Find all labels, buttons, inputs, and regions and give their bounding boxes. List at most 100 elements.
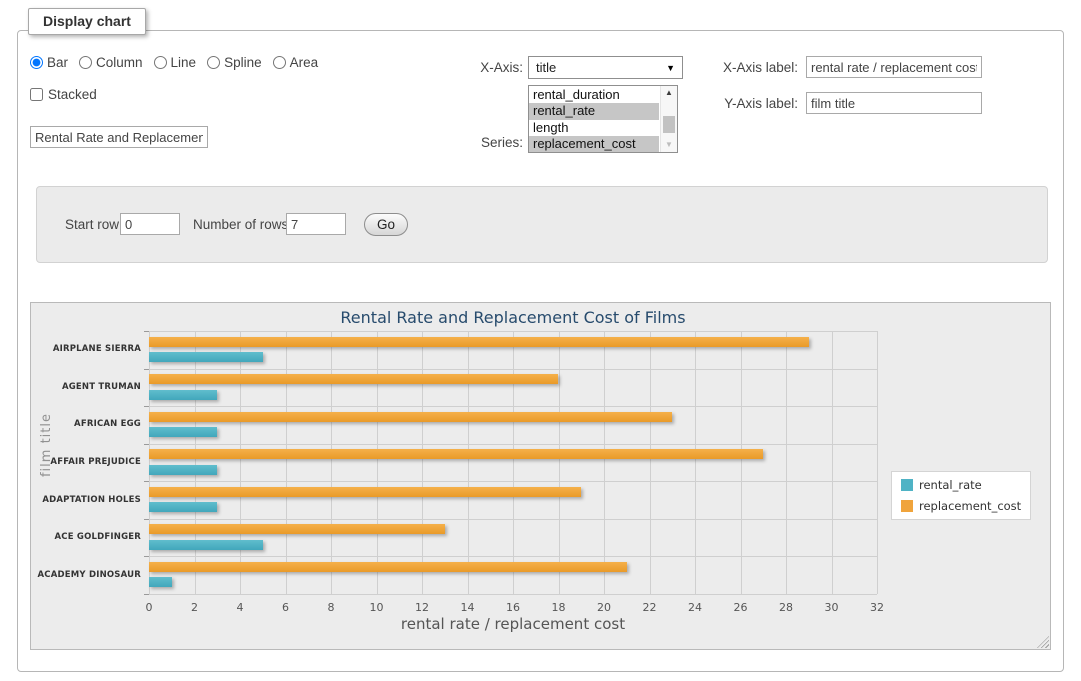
y-axis-tick <box>144 444 149 445</box>
chart-title: Rental Rate and Replacement Cost of Film… <box>149 308 877 327</box>
x-tick-label: 32 <box>860 601 894 614</box>
x-axis-label-field-label: X-Axis label: <box>712 60 798 75</box>
y-axis-tick <box>144 519 149 520</box>
bar-replacement_cost[interactable] <box>149 412 672 422</box>
chart-legend: rental_rate replacement_cost <box>891 471 1031 520</box>
gridline-vertical <box>377 331 378 594</box>
category-label: AFRICAN EGG <box>0 419 141 429</box>
gridline-vertical <box>468 331 469 594</box>
chart-type-radio-group: Bar Column Line Spline Area <box>30 55 318 70</box>
scroll-up-icon[interactable]: ▲ <box>661 86 677 100</box>
y-axis-label-field-label: Y-Axis label: <box>712 96 798 111</box>
x-tick-label: 2 <box>178 601 212 614</box>
bar-replacement_cost[interactable] <box>149 449 763 459</box>
x-tick-label: 14 <box>451 601 485 614</box>
x-tick-label: 30 <box>815 601 849 614</box>
series-list-label: Series: <box>430 135 523 150</box>
bar-rental_rate[interactable] <box>149 465 217 475</box>
scrollbar-thumb[interactable] <box>663 116 675 133</box>
chart-type-option-line[interactable]: Line <box>154 55 197 70</box>
series-option-rental_duration[interactable]: rental_duration <box>529 87 659 103</box>
gridline-vertical <box>195 331 196 594</box>
go-button[interactable]: Go <box>364 213 408 236</box>
y-axis-tick <box>144 331 149 332</box>
gridline-vertical <box>513 331 514 594</box>
chart-type-label: Bar <box>47 55 68 70</box>
x-tick-label: 6 <box>269 601 303 614</box>
gridline-horizontal <box>149 594 877 595</box>
legend-swatch-rental_rate <box>901 479 913 491</box>
gridline-vertical <box>832 331 833 594</box>
series-option-length[interactable]: length <box>529 120 659 136</box>
gridline-vertical <box>877 331 878 594</box>
resize-handle-icon[interactable] <box>1037 636 1049 648</box>
gridline-vertical <box>559 331 560 594</box>
gridline-vertical <box>604 331 605 594</box>
legend-label: replacement_cost <box>919 499 1021 513</box>
legend-swatch-replacement_cost <box>901 500 913 512</box>
x-axis-selected-value: title <box>536 60 556 75</box>
bar-rental_rate[interactable] <box>149 577 172 587</box>
x-tick-label: 4 <box>223 601 257 614</box>
x-axis-select[interactable]: title ▼ <box>528 56 683 79</box>
gridline-horizontal <box>149 444 877 445</box>
chart-type-label: Line <box>171 55 197 70</box>
series-option-rental_rate[interactable]: rental_rate <box>529 103 659 119</box>
bar-replacement_cost[interactable] <box>149 562 627 572</box>
bar-rental_rate[interactable] <box>149 502 217 512</box>
x-tick-label: 20 <box>587 601 621 614</box>
gridline-vertical <box>650 331 651 594</box>
legend-item-replacement_cost[interactable]: replacement_cost <box>901 499 1021 513</box>
series-option-replacement_cost[interactable]: replacement_cost <box>529 136 659 152</box>
gridline-vertical <box>695 331 696 594</box>
gridline-horizontal <box>149 481 877 482</box>
num-rows-input[interactable] <box>286 213 346 235</box>
bar-replacement_cost[interactable] <box>149 487 581 497</box>
bar-rental_rate[interactable] <box>149 352 263 362</box>
x-tick-label: 12 <box>405 601 439 614</box>
chart-type-option-area[interactable]: Area <box>273 55 319 70</box>
stacked-checkbox-row[interactable]: Stacked <box>30 87 97 102</box>
x-tick-label: 18 <box>542 601 576 614</box>
x-axis-select-label: X-Axis: <box>430 60 523 75</box>
gridline-horizontal <box>149 406 877 407</box>
x-tick-label: 22 <box>633 601 667 614</box>
gridline-horizontal <box>149 331 877 332</box>
listbox-scrollbar[interactable]: ▲ ▼ <box>660 86 677 152</box>
chart-x-axis-title: rental rate / replacement cost <box>149 615 877 633</box>
y-axis-tick <box>144 481 149 482</box>
category-label: AIRPLANE SIERRA <box>0 344 141 354</box>
stacked-label: Stacked <box>48 87 97 102</box>
gridline-horizontal <box>149 369 877 370</box>
y-axis-label-input[interactable] <box>806 92 982 114</box>
bar-rental_rate[interactable] <box>149 540 263 550</box>
x-tick-label: 24 <box>678 601 712 614</box>
category-label: ACE GOLDFINGER <box>0 532 141 542</box>
chart-type-radio-line[interactable] <box>154 56 167 69</box>
bar-replacement_cost[interactable] <box>149 374 558 384</box>
bar-replacement_cost[interactable] <box>149 524 445 534</box>
stacked-checkbox[interactable] <box>30 88 43 101</box>
chart-title-input[interactable] <box>30 126 208 148</box>
chart-type-radio-bar[interactable] <box>30 56 43 69</box>
chart-type-option-bar[interactable]: Bar <box>30 55 68 70</box>
x-tick-label: 16 <box>496 601 530 614</box>
bar-rental_rate[interactable] <box>149 427 217 437</box>
chart-type-label: Area <box>290 55 319 70</box>
start-row-input[interactable] <box>120 213 180 235</box>
y-axis-tick <box>144 369 149 370</box>
series-listbox[interactable]: rental_durationrental_ratelengthreplacem… <box>528 85 678 153</box>
gridline-vertical <box>149 331 150 594</box>
legend-item-rental_rate[interactable]: rental_rate <box>901 478 1021 492</box>
x-tick-label: 26 <box>724 601 758 614</box>
chart-type-option-column[interactable]: Column <box>79 55 143 70</box>
chart-type-radio-area[interactable] <box>273 56 286 69</box>
chart-type-radio-spline[interactable] <box>207 56 220 69</box>
bar-replacement_cost[interactable] <box>149 337 809 347</box>
x-axis-label-input[interactable] <box>806 56 982 78</box>
category-label: ADAPTATION HOLES <box>0 495 141 505</box>
chart-type-option-spline[interactable]: Spline <box>207 55 262 70</box>
chart-type-radio-column[interactable] <box>79 56 92 69</box>
scroll-down-icon[interactable]: ▼ <box>661 138 677 152</box>
bar-rental_rate[interactable] <box>149 390 217 400</box>
